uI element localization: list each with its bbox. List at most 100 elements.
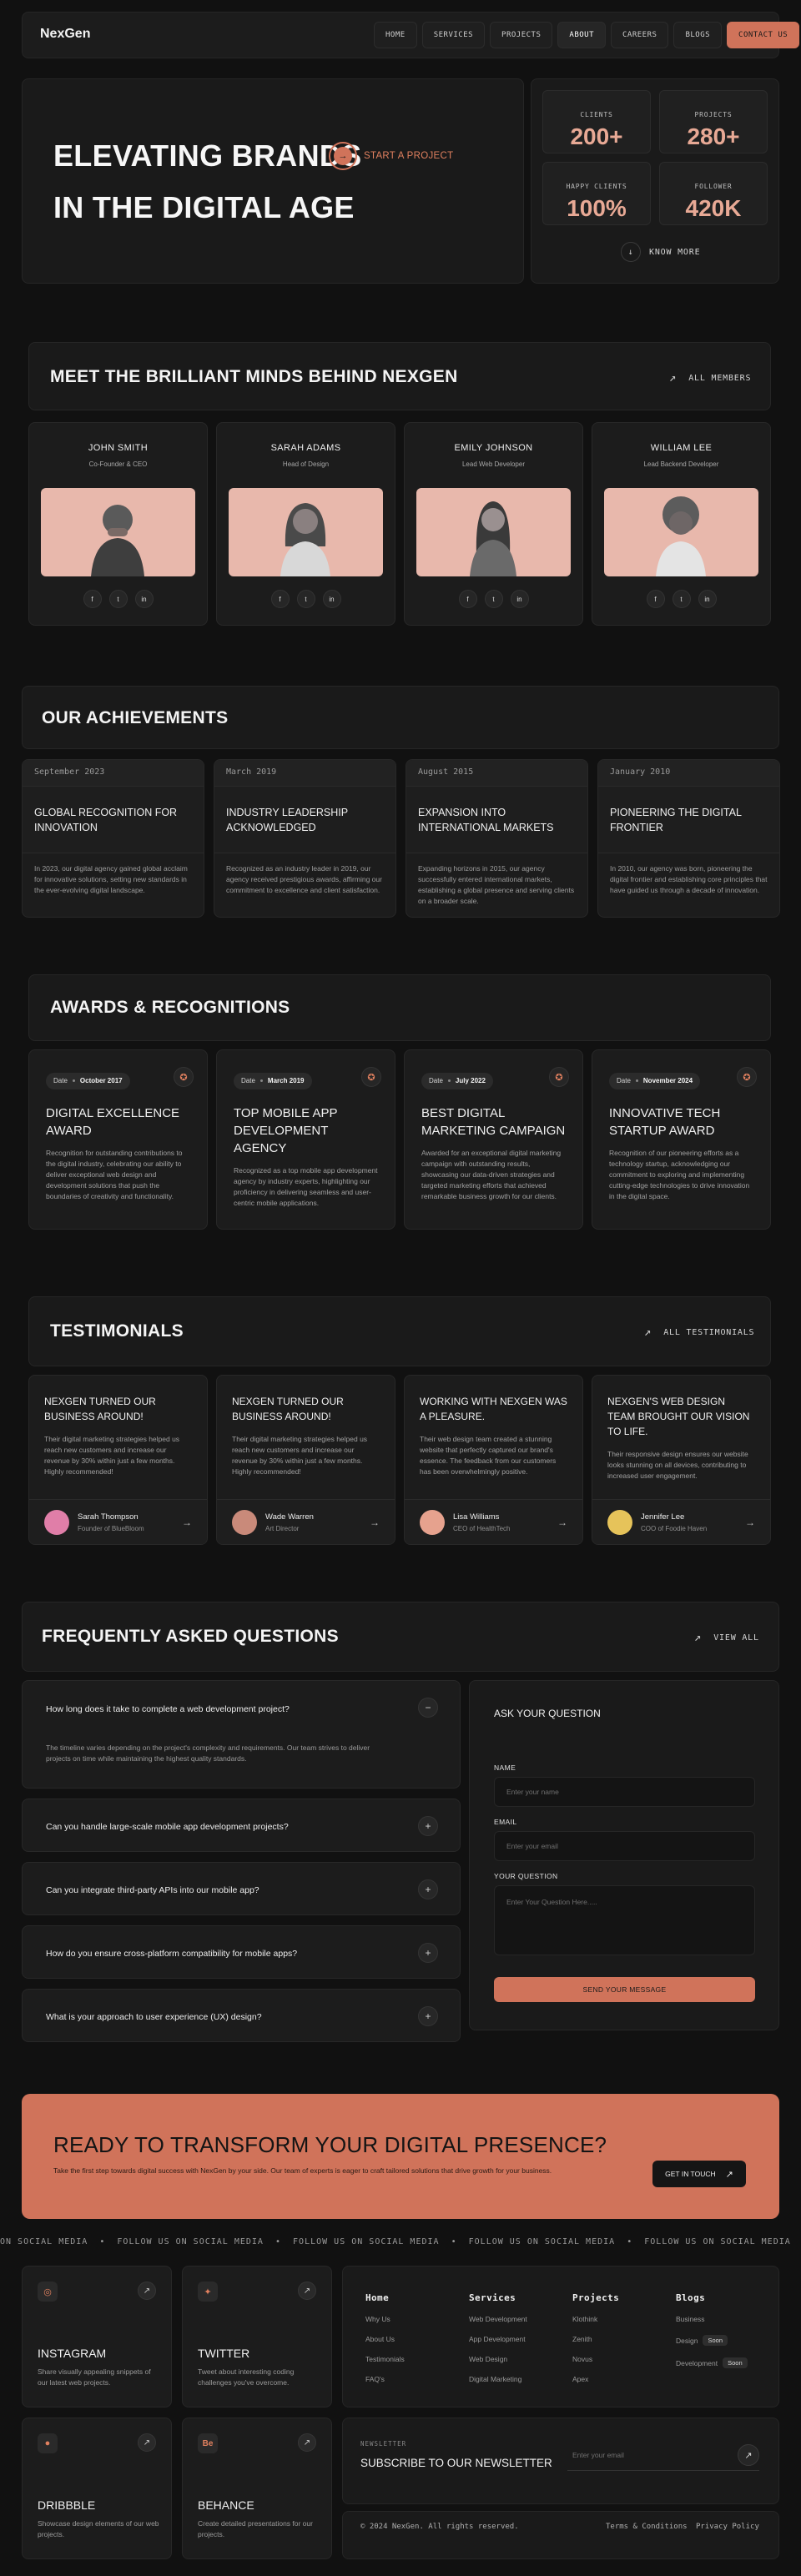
member-role: Lead Web Developer [461,460,525,468]
faq-question: How do you ensure cross-platform compati… [46,1949,298,1959]
arrow-right-icon[interactable]: → [370,1516,380,1528]
twitter-icon[interactable]: t [484,590,503,608]
nav-services[interactable]: SERVICES [421,22,486,48]
subscribe-arrow-button[interactable]: ↗ [738,2444,759,2466]
newsletter-email-input[interactable]: Enter your email [567,2441,759,2471]
get-in-touch-button[interactable]: GET IN TOUCH ↗ [652,2161,746,2187]
footer-link[interactable]: Why Us [365,2315,390,2323]
view-all-label: VIEW ALL [713,1633,759,1643]
avatar [607,1509,632,1535]
faq-question: Can you handle large-scale mobile app de… [46,1822,289,1832]
arrow-right-icon[interactable]: → [557,1516,567,1528]
arrow-up-right-icon[interactable]: ↗ [298,2433,316,2452]
footer-link[interactable]: Testimonials [365,2355,405,2363]
privacy-link[interactable]: Privacy Policy [696,2523,759,2531]
footer-link[interactable]: Digital Marketing [469,2375,522,2383]
facebook-icon[interactable]: f [646,590,665,608]
nav-home[interactable]: HOME [374,22,417,48]
stat-value: 200+ [570,123,623,149]
medal-icon: ✪ [549,1067,569,1087]
footer-link[interactable]: Web Design [469,2355,508,2363]
testimonial-title: WORKING WITH NEXGEN WAS A PLEASURE. [420,1396,567,1422]
view-all-faq-link[interactable]: ↗ VIEW ALL [694,1631,759,1644]
achievement-date: September 2023 [23,760,204,787]
footer-link[interactable]: App Development [469,2335,526,2343]
contact-us-button[interactable]: CONTACT US [727,22,800,48]
facebook-icon[interactable]: f [270,590,290,608]
social-desc: Create detailed presentations for our pr… [198,2519,313,2538]
team-card[interactable]: SARAH ADAMS Head of Design f t in [216,422,395,626]
testimonial-title: NEXGEN'S WEB DESIGN TEAM BROUGHT OUR VIS… [607,1396,750,1437]
member-socials: f t in [405,590,582,608]
terms-link[interactable]: Terms & Conditions [606,2523,688,2531]
name-input[interactable]: Enter your name [494,1777,755,1807]
faq-item[interactable]: How do you ensure cross-platform compati… [22,1925,461,1979]
instagram-icon: ◎ [38,2282,58,2302]
know-more-link[interactable]: ↓ KNOW MORE [621,242,700,262]
newsletter-label: NEWSLETTER [360,2440,407,2448]
footer-link[interactable]: Apex [572,2375,589,2383]
instagram-card[interactable]: ◎ ↗ INSTAGRAM Share visually appealing s… [22,2266,172,2407]
achievements-header [22,686,779,749]
plus-icon[interactable]: + [418,1943,438,1963]
arrow-right-icon[interactable]: → [745,1516,755,1528]
footer-link[interactable]: Novus [572,2355,593,2363]
logo[interactable]: NexGen [40,27,91,41]
minus-icon[interactable]: − [418,1698,438,1718]
nav-about[interactable]: ABOUT [557,22,606,48]
linkedin-icon[interactable]: in [698,590,717,608]
linkedin-icon[interactable]: in [510,590,529,608]
testimonial-card: NEXGEN TURNED OUR BUSINESS AROUND! Their… [28,1375,208,1545]
linkedin-icon[interactable]: in [322,590,341,608]
member-photo [41,488,195,576]
award-date-pill: Date March 2019 [234,1072,312,1089]
arrow-up-right-icon[interactable]: ↗ [138,2433,156,2452]
twitter-card[interactable]: ✦ ↗ TWITTER Tweet about interesting codi… [182,2266,332,2407]
author-role: Art Director [265,1524,300,1532]
faq-item[interactable]: What is your approach to user experience… [22,1989,461,2042]
footer-link[interactable]: Business [676,2315,748,2323]
arrow-right-icon[interactable]: → [182,1516,192,1528]
author-role: Founder of BlueBloom [78,1524,144,1532]
footer-link[interactable]: Web Development [469,2315,527,2323]
footer-link[interactable]: FAQ's [365,2375,385,2383]
all-testimonials-link[interactable]: ↗ ALL TESTIMONIALS [644,1326,754,1339]
facebook-icon[interactable]: f [458,590,477,608]
start-project-button[interactable]: → START A PROJECT [329,142,453,170]
footer-link[interactable]: Klothink [572,2315,598,2323]
linkedin-icon[interactable]: in [134,590,154,608]
twitter-icon[interactable]: t [296,590,315,608]
arrow-up-right-icon[interactable]: ↗ [298,2282,316,2300]
twitter-icon[interactable]: t [108,590,128,608]
nav-blogs[interactable]: BLOGS [673,22,723,48]
stat-follower: FOLLOWER 420K [659,162,768,225]
email-input[interactable]: Enter your email [494,1831,755,1861]
plus-icon[interactable]: + [418,1879,438,1899]
dribbble-card[interactable]: ● ↗ DRIBBBLE Showcase design elements of… [22,2418,172,2559]
team-card[interactable]: EMILY JOHNSON Lead Web Developer f t in [404,422,583,626]
team-card[interactable]: JOHN SMITH Co-Founder & CEO f t in [28,422,208,626]
footer-link[interactable]: About Us [365,2335,395,2343]
footer-link[interactable]: Development Soon [676,2357,748,2368]
footer-link[interactable]: Zenith [572,2335,592,2343]
nav-careers[interactable]: CAREERS [611,22,669,48]
faq-item[interactable]: Can you handle large-scale mobile app de… [22,1799,461,1852]
behance-card[interactable]: Be ↗ BEHANCE Create detailed presentatio… [182,2418,332,2559]
nav-projects[interactable]: PROJECTS [490,22,553,48]
medal-icon: ✪ [361,1067,381,1087]
all-members-link[interactable]: ↗ ALL MEMBERS [669,371,751,385]
testimonial-author: Wade Warren Art Director → [217,1499,395,1544]
facebook-icon[interactable]: f [83,590,102,608]
date-label: Date [429,1077,443,1084]
send-message-button[interactable]: SEND YOUR MESSAGE [494,1977,755,2002]
arrow-up-right-icon[interactable]: ↗ [138,2282,156,2300]
team-card[interactable]: WILLIAM LEE Lead Backend Developer f t in [592,422,771,626]
plus-icon[interactable]: + [418,2006,438,2026]
faq-item-open[interactable]: How long does it take to complete a web … [22,1680,461,1789]
faq-item[interactable]: Can you integrate third-party APIs into … [22,1862,461,1915]
footer-col-head: Home [365,2292,390,2303]
footer-link[interactable]: Design Soon [676,2335,748,2346]
question-textarea[interactable]: Enter Your Question Here..... [494,1885,755,1955]
twitter-icon[interactable]: t [672,590,691,608]
plus-icon[interactable]: + [418,1816,438,1836]
